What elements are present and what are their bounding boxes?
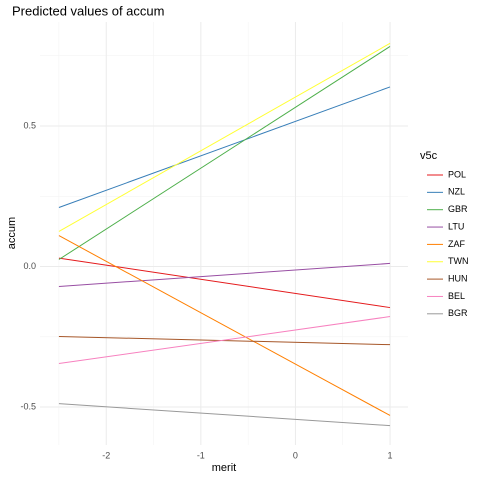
x-tick-label: 0 (293, 450, 298, 460)
series-line (58, 403, 391, 427)
series-line (58, 235, 391, 416)
y-tick-label: 0.0 (23, 261, 36, 271)
legend-title: v5c (420, 150, 438, 162)
legend-label: ZAF (448, 239, 466, 249)
x-tick-label: -1 (197, 450, 205, 460)
legend-label: HUN (448, 273, 468, 283)
series-line (58, 336, 391, 346)
y-tick-label: -0.5 (20, 401, 36, 411)
series-line (58, 262, 391, 287)
series-line (58, 316, 391, 364)
x-axis-title: merit (212, 462, 236, 474)
legend-label: GBR (448, 204, 468, 214)
legend-label: TWN (448, 256, 469, 266)
series-line (58, 86, 391, 208)
chart-title: Predicted values of accum (12, 3, 164, 18)
series-line (58, 257, 391, 309)
y-tick-label: 0.5 (23, 120, 36, 130)
legend-label: BEL (448, 291, 465, 301)
x-tick-label: 1 (388, 450, 393, 460)
legend-label: LTU (448, 221, 464, 231)
series-line (58, 46, 391, 260)
legend-label: BGR (448, 308, 468, 318)
y-axis-title: accum (6, 217, 18, 249)
series-line (58, 42, 391, 232)
legend-label: NZL (448, 187, 465, 197)
x-tick-label: -2 (102, 450, 110, 460)
legend-label: POL (448, 169, 466, 179)
